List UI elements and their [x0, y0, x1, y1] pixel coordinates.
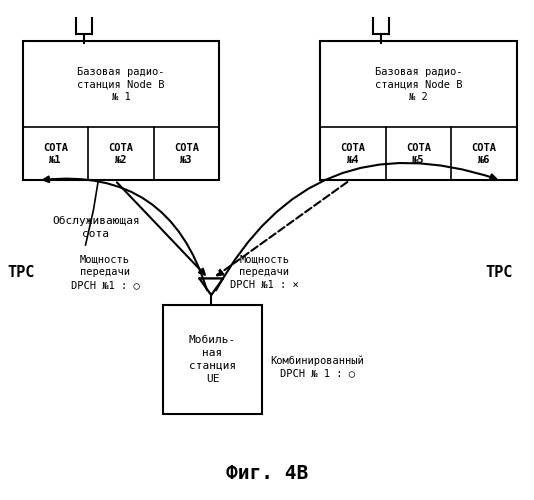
Text: СОТА
№1: СОТА №1 [43, 143, 68, 165]
Text: СОТА
№6: СОТА №6 [472, 143, 497, 165]
Bar [22, 41, 219, 180]
Text: Мощность
передачи
DPCH №1 : ×: Мощность передачи DPCH №1 : × [230, 254, 299, 290]
Text: СОТА
№2: СОТА №2 [108, 143, 134, 165]
Text: Фиг. 4В: Фиг. 4В [226, 464, 308, 483]
Bar [163, 304, 262, 414]
Text: Базовая радио-
станция Node B
№ 2: Базовая радио- станция Node B № 2 [375, 66, 462, 102]
Text: СОТА
№5: СОТА №5 [406, 143, 431, 165]
Text: Комбинированный
DPCH № 1 : ○: Комбинированный DPCH № 1 : ○ [271, 355, 364, 378]
Polygon shape [200, 278, 223, 295]
Bar [320, 41, 517, 180]
Text: Базовая радио-
станция Node B
№ 1: Базовая радио- станция Node B № 1 [77, 66, 164, 102]
Text: Мощность
передачи
DPCH №1 : ○: Мощность передачи DPCH №1 : ○ [70, 254, 139, 290]
Text: СОТА
№4: СОТА №4 [340, 143, 365, 165]
Text: Мобиль-
ная
станция
UE: Мобиль- ная станция UE [189, 335, 236, 384]
Text: ТРС: ТРС [486, 265, 513, 280]
Text: Обслуживающая
сота: Обслуживающая сота [52, 216, 140, 239]
Text: ТРС: ТРС [8, 265, 35, 280]
Text: СОТА
№3: СОТА №3 [174, 143, 199, 165]
